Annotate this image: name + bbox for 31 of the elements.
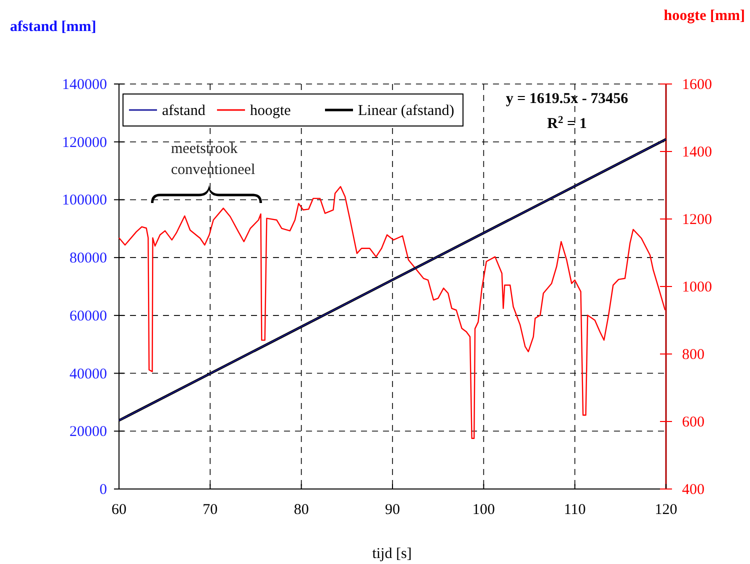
y2-tick-label: 600 <box>682 414 704 430</box>
y2-tick-label: 400 <box>682 482 704 498</box>
y-tick-label: 60000 <box>70 308 107 324</box>
x-tick-label: 100 <box>472 502 495 518</box>
y-tick-label: 0 <box>100 482 107 498</box>
y2-tick-label: 1000 <box>682 280 712 296</box>
y2-tick-label: 1200 <box>682 212 712 228</box>
y-tick-label: 120000 <box>62 134 107 151</box>
x-tick-label: 110 <box>564 502 586 518</box>
y-axis-title: afstand [mm] <box>10 19 96 35</box>
annotation: meetstrook conventioneel <box>171 141 256 178</box>
y-tick-label: 140000 <box>62 77 107 93</box>
annotation: R$^{2}$ = 1 <box>547 114 587 132</box>
x-tick-label: 70 <box>202 502 218 518</box>
x-axis-title: tijd [s] <box>372 546 412 562</box>
y2-tick-label: 1400 <box>682 144 712 160</box>
legend-label: Linear (afstand) <box>358 103 454 119</box>
y-tick-label: 80000 <box>70 250 107 267</box>
legend-label: hoogte <box>250 103 292 119</box>
y-tick-label: 40000 <box>70 366 107 382</box>
y-tick-label: 100000 <box>62 192 107 209</box>
y-tick-label: 20000 <box>70 424 107 440</box>
x-tick-label: 120 <box>654 502 678 518</box>
legend-label: afstand <box>162 103 206 119</box>
y2-tick-label: 800 <box>682 347 704 363</box>
x-tick-label: 80 <box>294 502 309 518</box>
annotation: y = 1619.5x - 73456 <box>506 91 629 107</box>
x-tick-label: 60 <box>112 502 126 518</box>
y2-axis-title: hoogte [mm] <box>664 8 745 24</box>
y2-tick-label: 1600 <box>682 77 712 93</box>
x-tick-label: 90 <box>385 502 400 518</box>
